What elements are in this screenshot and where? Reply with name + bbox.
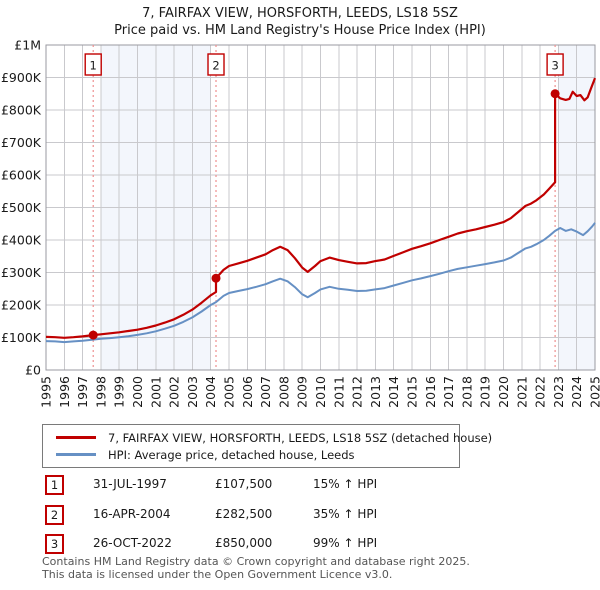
chart-legend: 7, FAIRFAX VIEW, HORSFORTH, LEEDS, LS18 … (42, 424, 492, 468)
x-tick-label: 2024 (569, 376, 584, 408)
x-tick-label: 2007 (258, 376, 273, 408)
page-title: 7, FAIRFAX VIEW, HORSFORTH, LEEDS, LS18 … (142, 6, 458, 21)
sale-number-badge: 3 (45, 534, 64, 554)
sale-number-badge: 2 (45, 505, 64, 525)
y-tick-label: £900K (1, 70, 42, 85)
x-tick-label: 2003 (185, 376, 200, 408)
sale-marker-label: 1 (90, 59, 97, 73)
sale-marker-box (207, 53, 225, 76)
license-footer: Contains HM Land Registry data © Crown c… (42, 555, 470, 581)
y-tick-label: £400K (1, 233, 42, 248)
y-tick-label: £700K (1, 135, 42, 150)
y-tick-label: £200K (1, 298, 42, 313)
x-tick-label: 2000 (130, 376, 145, 408)
x-tick-label: 2012 (350, 376, 365, 408)
legend-item-property: 7, FAIRFAX VIEW, HORSFORTH, LEEDS, LS18 … (48, 429, 492, 446)
legend-label-hpi: HPI: Average price, detached house, Leed… (108, 447, 355, 462)
hpi-line (45, 222, 596, 344)
plot-border (45, 44, 596, 371)
x-tick-label: 1995 (39, 376, 54, 408)
y-tick-label: £100K (1, 330, 42, 345)
property-line (45, 77, 597, 339)
sale-price: £850,000 (215, 536, 273, 550)
x-tick-label: 2010 (313, 376, 328, 408)
x-tick-label: 2022 (533, 376, 548, 408)
sale-marker-label: 3 (551, 59, 558, 73)
x-tick-label: 2002 (167, 376, 182, 408)
sale-hpi-delta: 35% ↑ HPI (313, 507, 378, 521)
y-tick-label: £800K (1, 103, 42, 118)
price-chart-svg: 1 2 3 £0 £100K £200K £300K £400K £500K £600K £700K… (1, 38, 600, 408)
y-tick-label: £600K (1, 168, 42, 183)
sale-date: 16-APR-2004 (93, 507, 171, 521)
x-tick-label: 2011 (331, 376, 346, 408)
x-tick-label: 2017 (441, 376, 456, 408)
x-tick-label: 2025 (588, 376, 600, 408)
sale-hpi-delta: 99% ↑ HPI (313, 536, 378, 550)
sale-price: £107,500 (215, 477, 273, 491)
sale-marker-box (546, 53, 564, 76)
x-tick-label: 2015 (405, 376, 420, 408)
x-tick-label: 2016 (423, 376, 438, 408)
y-tick-label: £0 (25, 363, 41, 378)
x-tick-label: 2006 (240, 376, 255, 408)
table-row: 2 16-APR-2004 £282,500 35% ↑ HPI (0, 505, 600, 525)
property-line-swatch (56, 436, 96, 439)
table-row: 3 26-OCT-2022 £850,000 99% ↑ HPI (0, 534, 600, 554)
y-tick-label: £1M (14, 38, 41, 53)
page-subtitle: Price paid vs. HM Land Registry's House … (114, 23, 486, 38)
x-tick-label: 2008 (276, 376, 291, 408)
sale-number-badge: 1 (45, 475, 64, 495)
footer-line-1: Contains HM Land Registry data © Crown c… (42, 555, 470, 568)
sale-point (211, 273, 221, 283)
sale-marker-label: 2 (212, 59, 219, 73)
x-tick-label: 2019 (478, 376, 493, 408)
x-tick-label: 2001 (148, 376, 163, 408)
sale-price: £282,500 (215, 507, 273, 521)
sale-point (88, 330, 98, 340)
sale-hpi-delta: 15% ↑ HPI (313, 477, 378, 491)
sale-marker-box (84, 53, 102, 76)
x-tick-label: 2023 (551, 376, 566, 408)
sale-date: 31-JUL-1997 (93, 477, 167, 491)
x-tick-label: 1999 (112, 376, 127, 408)
x-tick-label: 2013 (368, 376, 383, 408)
table-row: 1 31-JUL-1997 £107,500 15% ↑ HPI (0, 475, 600, 495)
x-tick-label: 2018 (459, 376, 474, 408)
x-tick-label: 2009 (295, 376, 310, 408)
legend-label-property: 7, FAIRFAX VIEW, HORSFORTH, LEEDS, LS18 … (108, 430, 493, 445)
x-tick-label: 2021 (514, 376, 529, 408)
x-tick-label: 2004 (203, 376, 218, 408)
x-tick-label: 2005 (222, 376, 237, 408)
x-tick-label: 2020 (496, 376, 511, 408)
x-tick-label: 1997 (75, 376, 90, 408)
legend-item-hpi: HPI: Average price, detached house, Leed… (48, 446, 454, 463)
x-tick-label: 1998 (93, 376, 108, 408)
y-tick-label: £300K (1, 265, 42, 280)
y-tick-label: £500K (1, 200, 42, 215)
chart-titles: 7, FAIRFAX VIEW, HORSFORTH, LEEDS, LS18 … (0, 5, 600, 39)
footer-line-2: This data is licensed under the Open Gov… (42, 567, 393, 581)
hpi-line-swatch (56, 453, 96, 456)
sale-point (550, 89, 560, 99)
x-tick-label: 1996 (57, 376, 72, 408)
x-tick-label: 2014 (386, 376, 401, 408)
sale-date: 26-OCT-2022 (93, 536, 172, 550)
